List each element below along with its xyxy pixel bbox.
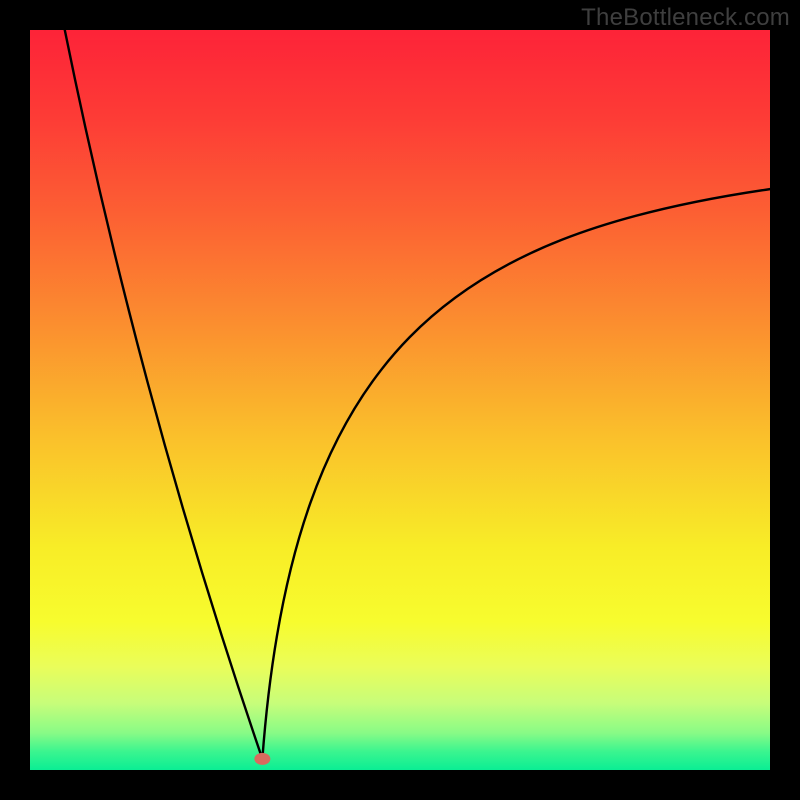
apex-marker <box>254 753 270 765</box>
chart-wrapper: TheBottleneck.com <box>0 0 800 800</box>
gradient-background <box>30 30 770 770</box>
chart-svg <box>30 30 770 770</box>
watermark-text: TheBottleneck.com <box>581 4 790 32</box>
plot-frame <box>30 30 770 770</box>
